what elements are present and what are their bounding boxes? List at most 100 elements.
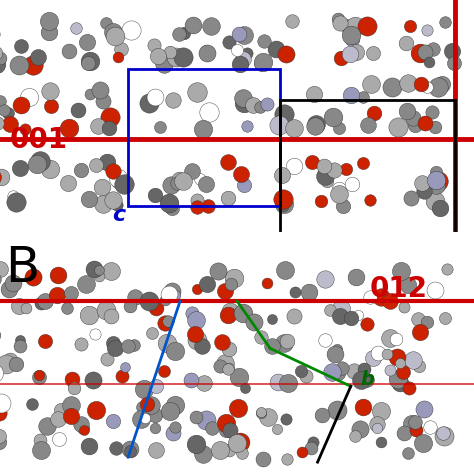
Point (359, 159, 367, 166)
Point (206, 108, 213, 116)
Point (187, 376, 195, 383)
Point (188, 309, 196, 317)
Point (326, 306, 334, 314)
Point (375, 349, 383, 356)
Point (308, 445, 315, 452)
Point (225, 364, 233, 371)
Point (103, 158, 111, 166)
Point (171, 424, 179, 431)
Point (244, 49, 251, 57)
Point (55, 435, 63, 442)
Point (203, 50, 211, 57)
Point (348, 180, 356, 188)
Point (16, 337, 23, 344)
Point (321, 173, 329, 180)
Point (448, 47, 456, 55)
Point (367, 293, 374, 301)
Point (374, 424, 381, 432)
Point (420, 187, 428, 194)
Point (335, 369, 342, 377)
Point (126, 445, 133, 453)
Point (394, 375, 402, 383)
Point (396, 379, 404, 387)
Bar (280, 100, 455, 237)
Point (283, 415, 290, 422)
Point (297, 367, 305, 375)
Point (440, 432, 448, 440)
Point (191, 331, 199, 338)
Point (221, 360, 228, 367)
Point (363, 320, 371, 328)
Point (106, 113, 114, 121)
Point (369, 49, 376, 57)
Point (95, 273, 102, 280)
Point (74, 106, 82, 114)
Point (114, 53, 121, 61)
Point (196, 175, 204, 182)
Point (175, 30, 183, 37)
Point (71, 384, 78, 392)
Point (318, 197, 325, 205)
Point (438, 80, 446, 88)
Point (387, 335, 394, 342)
Point (434, 83, 441, 91)
Point (431, 197, 438, 204)
Point (115, 177, 123, 184)
Point (141, 414, 149, 422)
Point (406, 22, 414, 30)
Point (237, 170, 245, 177)
Point (434, 178, 442, 185)
Point (329, 113, 337, 120)
Point (46, 165, 54, 173)
Point (383, 351, 391, 358)
Point (401, 303, 408, 311)
Point (102, 19, 110, 27)
Point (394, 123, 401, 130)
Point (201, 379, 208, 387)
Point (350, 367, 357, 375)
Point (86, 91, 94, 98)
Point (225, 446, 233, 454)
Point (0, 438, 3, 446)
Point (36, 373, 43, 381)
Point (140, 385, 147, 392)
Point (278, 171, 286, 178)
Point (173, 180, 181, 187)
Point (115, 174, 122, 182)
Point (357, 376, 365, 384)
Point (233, 46, 240, 54)
Point (240, 99, 248, 107)
Point (431, 286, 438, 293)
Point (283, 455, 291, 463)
Point (429, 46, 437, 53)
Point (12, 199, 19, 206)
Point (400, 429, 408, 437)
Point (426, 59, 433, 66)
Point (250, 318, 258, 326)
Point (45, 17, 53, 24)
Point (145, 99, 153, 106)
Point (221, 287, 229, 294)
Point (411, 418, 419, 426)
Point (450, 59, 457, 66)
Point (264, 413, 272, 421)
Point (9, 192, 17, 200)
Point (218, 337, 226, 345)
Point (0, 433, 2, 440)
Point (202, 47, 210, 55)
Point (64, 179, 72, 186)
Point (279, 195, 287, 202)
Point (173, 53, 180, 61)
Point (224, 311, 231, 319)
Point (284, 379, 292, 386)
Point (67, 290, 74, 297)
Point (236, 373, 243, 381)
Text: c: c (112, 205, 126, 225)
Point (120, 180, 128, 188)
Point (439, 429, 447, 437)
Point (409, 420, 416, 428)
Point (432, 168, 439, 175)
Point (204, 202, 212, 210)
Point (125, 342, 132, 349)
Point (282, 50, 290, 58)
